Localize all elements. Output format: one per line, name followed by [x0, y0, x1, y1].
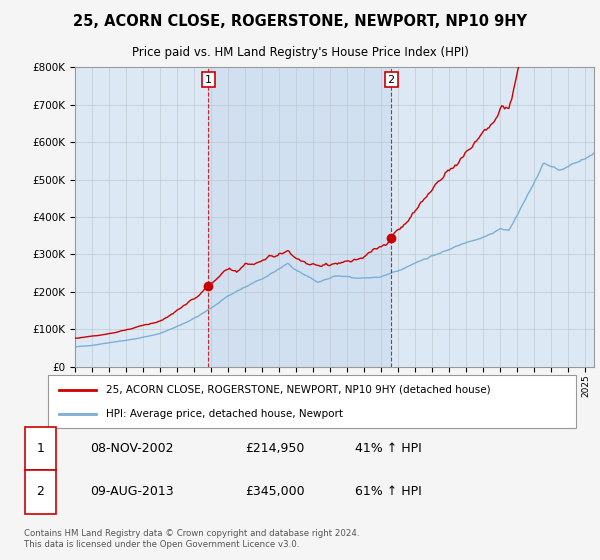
- Text: 61% ↑ HPI: 61% ↑ HPI: [355, 486, 422, 498]
- Text: 08-NOV-2002: 08-NOV-2002: [90, 442, 174, 455]
- FancyBboxPatch shape: [48, 375, 576, 428]
- Text: 2: 2: [388, 74, 395, 85]
- Text: £345,000: £345,000: [245, 486, 304, 498]
- FancyBboxPatch shape: [25, 470, 56, 514]
- Text: £214,950: £214,950: [245, 442, 304, 455]
- Text: 1: 1: [205, 74, 212, 85]
- Text: 25, ACORN CLOSE, ROGERSTONE, NEWPORT, NP10 9HY: 25, ACORN CLOSE, ROGERSTONE, NEWPORT, NP…: [73, 14, 527, 29]
- Text: Price paid vs. HM Land Registry's House Price Index (HPI): Price paid vs. HM Land Registry's House …: [131, 46, 469, 59]
- Text: 2: 2: [37, 486, 44, 498]
- Bar: [208, 67, 391, 367]
- Text: 25, ACORN CLOSE, ROGERSTONE, NEWPORT, NP10 9HY (detached house): 25, ACORN CLOSE, ROGERSTONE, NEWPORT, NP…: [106, 385, 491, 395]
- Text: 41% ↑ HPI: 41% ↑ HPI: [355, 442, 422, 455]
- Text: HPI: Average price, detached house, Newport: HPI: Average price, detached house, Newp…: [106, 409, 343, 419]
- Text: Contains HM Land Registry data © Crown copyright and database right 2024.
This d: Contains HM Land Registry data © Crown c…: [24, 529, 359, 549]
- FancyBboxPatch shape: [25, 427, 56, 470]
- Text: 09-AUG-2013: 09-AUG-2013: [90, 486, 174, 498]
- Text: 1: 1: [37, 442, 44, 455]
